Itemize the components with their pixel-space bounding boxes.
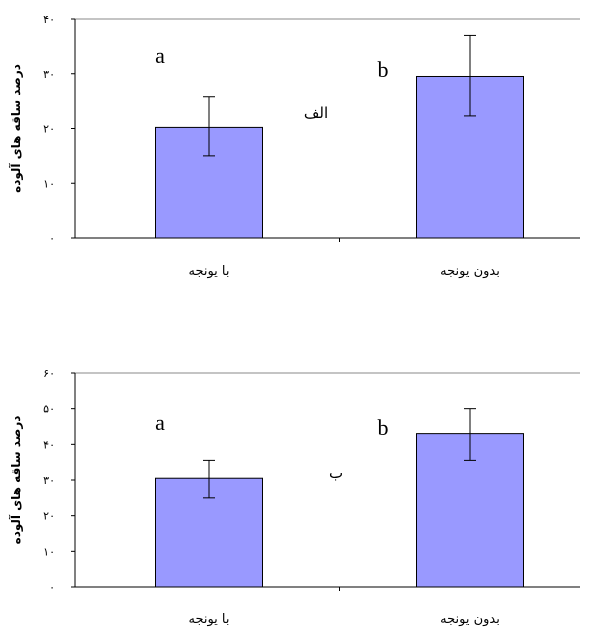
y-tick-label: ۴۰ bbox=[43, 438, 55, 451]
y-tick-label: ۲۰ bbox=[43, 123, 55, 136]
x-category-label: بدون یونجه bbox=[440, 264, 500, 279]
y-tick-label: ۴۰ bbox=[43, 13, 55, 26]
x-category-label: بدون یونجه bbox=[440, 612, 500, 627]
y-axis-label: درصد ساقه های آلوده bbox=[8, 416, 24, 545]
significance-letter: b bbox=[378, 57, 389, 82]
chart-top: ۰ ۱۰ ۲۰ ۳۰ ۴۰ درصد ساقه های آلوده با یونجه a بدو… bbox=[8, 13, 580, 279]
y-tick-label: ۰ bbox=[49, 232, 55, 245]
y-tick-label: ۵۰ bbox=[43, 403, 55, 416]
y-tick-label: ۰ bbox=[49, 581, 55, 594]
y-tick-label: ۱۰ bbox=[43, 545, 55, 558]
significance-letter: b bbox=[378, 415, 389, 440]
panel-label: الف bbox=[304, 104, 328, 122]
y-tick-label: ۳۰ bbox=[43, 474, 55, 487]
significance-letter: a bbox=[155, 410, 165, 435]
panel-label: ب bbox=[329, 464, 343, 482]
x-category-label: با یونجه bbox=[188, 264, 229, 279]
significance-letter: a bbox=[155, 43, 165, 68]
x-category-label: با یونجه bbox=[188, 612, 229, 627]
y-tick-label: ۱۰ bbox=[43, 177, 55, 190]
y-tick-label: ۲۰ bbox=[43, 510, 55, 523]
y-tick-label: ۶۰ bbox=[43, 367, 55, 380]
bar bbox=[155, 477, 263, 588]
chart-bottom: ۰ ۱۰ ۲۰ ۳۰ ۴۰ ۵۰ ۶۰ درصد ساقه های آلوده با یونجه… bbox=[8, 367, 580, 627]
y-tick-label: ۳۰ bbox=[43, 68, 55, 81]
y-axis-label: درصد ساقه های آلوده bbox=[8, 64, 24, 193]
